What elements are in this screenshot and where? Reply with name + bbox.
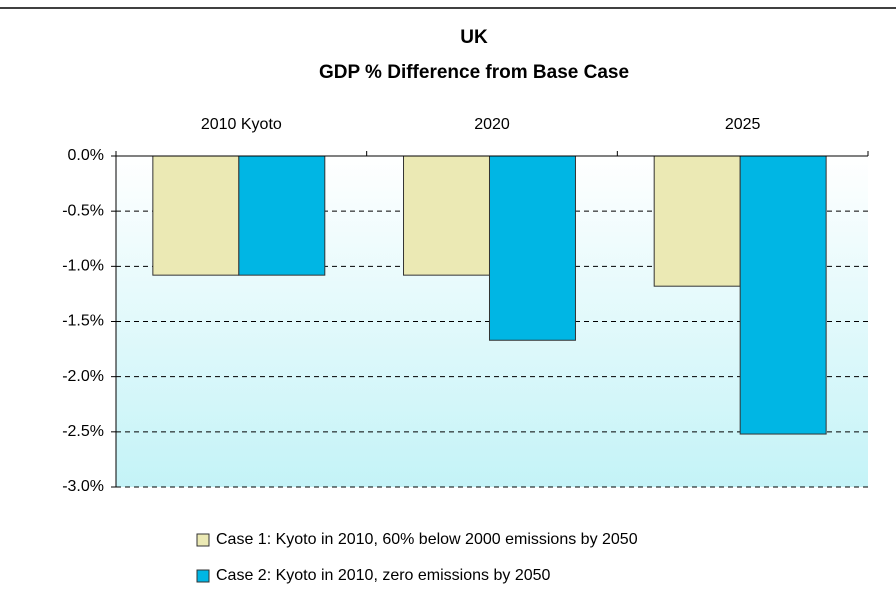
x-tick-label: 2010 Kyoto <box>201 116 282 133</box>
bar <box>152 155 240 276</box>
legend-swatch <box>196 569 210 583</box>
y-tick-label: -2.0% <box>62 368 104 385</box>
legend-label: Case 1: Kyoto in 2010, 60% below 2000 em… <box>216 531 638 548</box>
y-tick-label: -0.5% <box>62 202 104 219</box>
y-tick-label: -3.0% <box>62 478 104 495</box>
x-tick-label: 2025 <box>725 116 761 133</box>
legend-label: Case 2: Kyoto in 2010, zero emissions by… <box>216 567 551 584</box>
y-tick-label: -1.0% <box>62 258 104 275</box>
y-tick-label: -2.5% <box>62 423 104 440</box>
y-tick-label: -1.5% <box>62 313 104 330</box>
x-tick-label: 2020 <box>474 116 510 133</box>
chart-title: UK <box>460 27 488 48</box>
bar <box>653 155 741 287</box>
bar <box>739 155 827 435</box>
bar <box>403 155 490 276</box>
bar <box>238 155 326 276</box>
bar <box>488 155 576 341</box>
legend-swatch <box>196 533 210 547</box>
y-tick-label: 0.0% <box>68 147 104 164</box>
chart-subtitle: GDP % Difference from Base Case <box>319 62 629 83</box>
